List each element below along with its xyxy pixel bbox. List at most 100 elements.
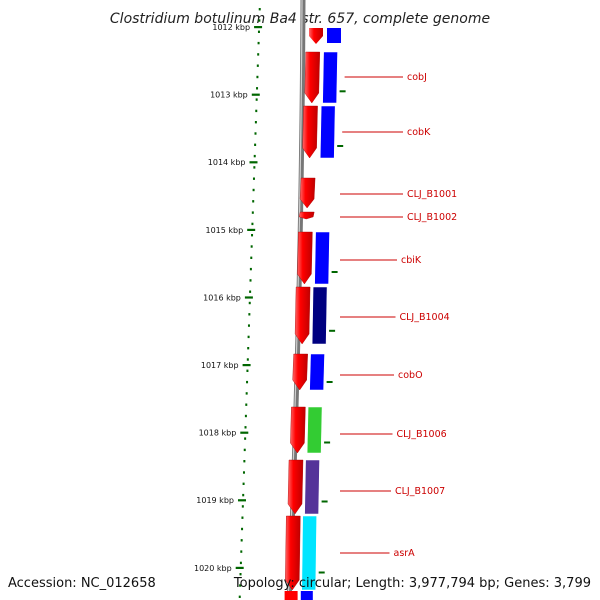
scale-dot [257,30,260,33]
gene-function-bar [306,406,323,454]
gene-label: cobK [407,127,431,138]
gene-label: cbiK [401,255,422,266]
accession-text: Accession: NC_012658 [8,576,156,591]
gene-marker [321,500,328,503]
scale-dot [242,493,245,497]
cds-arrow [302,105,318,159]
gene-marker [329,329,336,332]
scale-dot [244,414,247,418]
scale-tick-label: 1020 kbp [194,564,232,573]
gene-function-bar [304,459,320,515]
scale-dot [244,426,247,429]
cds-arrow [292,353,308,391]
scale-dot [242,482,245,485]
gene-function-bar [311,286,328,345]
scale-dot [242,471,245,474]
scale-dot [254,143,257,146]
scale-tick [242,364,251,367]
partial-gene-bar [327,28,341,43]
scale-dot [239,584,242,587]
scale-tick [240,431,249,434]
scale-dot [239,561,242,565]
scale-tick-label: 1017 kbp [201,361,239,370]
scale-dot [256,75,259,79]
partial-cds-arrow [309,28,323,44]
cds-arrow [285,515,301,591]
scale-tick-label: 1016 kbp [203,293,241,302]
scale-dot [245,403,248,406]
scale-tick-label: 1013 kbp [210,91,248,100]
cds-arrow [287,459,304,515]
scale-dot [246,369,249,372]
scale-tick [254,26,263,29]
scale-dot [245,392,248,395]
gene-label: cobO [398,370,423,381]
scale-dot [240,539,243,542]
scale-dot [243,448,246,452]
gene-function-bar [314,231,330,285]
cds-arrow [304,51,321,104]
scale-tick [244,296,253,299]
partial-cds-arrow [284,591,298,600]
gene-function-bar [309,353,325,391]
scale-dot [241,505,244,508]
scale-dot [239,573,242,576]
scale-dot [243,460,246,463]
gene-marker [339,90,346,93]
scale-dot [252,200,255,203]
scale-dot [256,87,259,90]
gene-marker [326,381,333,383]
cds-arrow [297,231,313,285]
scale-dot [246,380,249,384]
scale-dot [258,8,261,11]
scale-tick [237,499,246,502]
scale-dot [253,166,256,169]
cds-arrow [299,177,316,209]
scale-dot [246,358,249,361]
scale-dot [249,290,252,293]
scale-dot [247,347,250,350]
scale-dot [238,595,241,598]
scale-dot [251,211,254,214]
scale-ticks: 1012 kbp 1013 kbp 1014 kbp 1015 kbp 1016 kbp… [194,23,263,573]
scale-dot [252,188,255,192]
partial-gene-bar [300,591,313,600]
scale-tick-label: 1018 kbp [199,429,237,438]
cds-arrow [294,286,311,345]
gene-marker [337,145,344,147]
scale-dot [256,64,259,67]
gene-marker [324,441,331,444]
gene-labels: cobJ cobK CLJ_B1001 CLJ_B1002 cbiK CLJ_B1004c… [340,72,457,559]
gene-marker [331,271,338,273]
scale-dot [247,335,250,339]
scale-dot [254,121,257,124]
scale-tick [235,566,244,569]
scale-dot [258,19,261,22]
scale-tick [249,161,258,164]
scale-dot [248,313,251,316]
gene-label: cobJ [407,72,427,83]
cds-arrow [298,211,315,220]
gene-marker [318,571,325,574]
gene-features [284,28,346,600]
gene-function-bar [319,105,336,159]
scale-dot [249,279,252,282]
gene-function-bar [301,515,318,591]
scale-dot [247,324,250,327]
scale-dot [252,177,255,180]
scale-tick-label: 1019 kbp [196,496,234,505]
scale-dot [251,234,254,237]
scale-dot [257,41,260,45]
scale-dot [255,109,258,113]
scale-dot [251,222,254,226]
gene-label: CLJ_B1001 [407,189,457,200]
scale-dot [241,516,244,519]
gene-label: CLJ_B1002 [407,212,457,223]
scale-dot [255,98,258,101]
gene-label: CLJ_B1004 [400,312,450,323]
gene-label: CLJ_B1006 [397,429,447,440]
scale-dot [248,301,251,305]
scale-dot [244,437,247,440]
scale-dot [241,527,244,531]
